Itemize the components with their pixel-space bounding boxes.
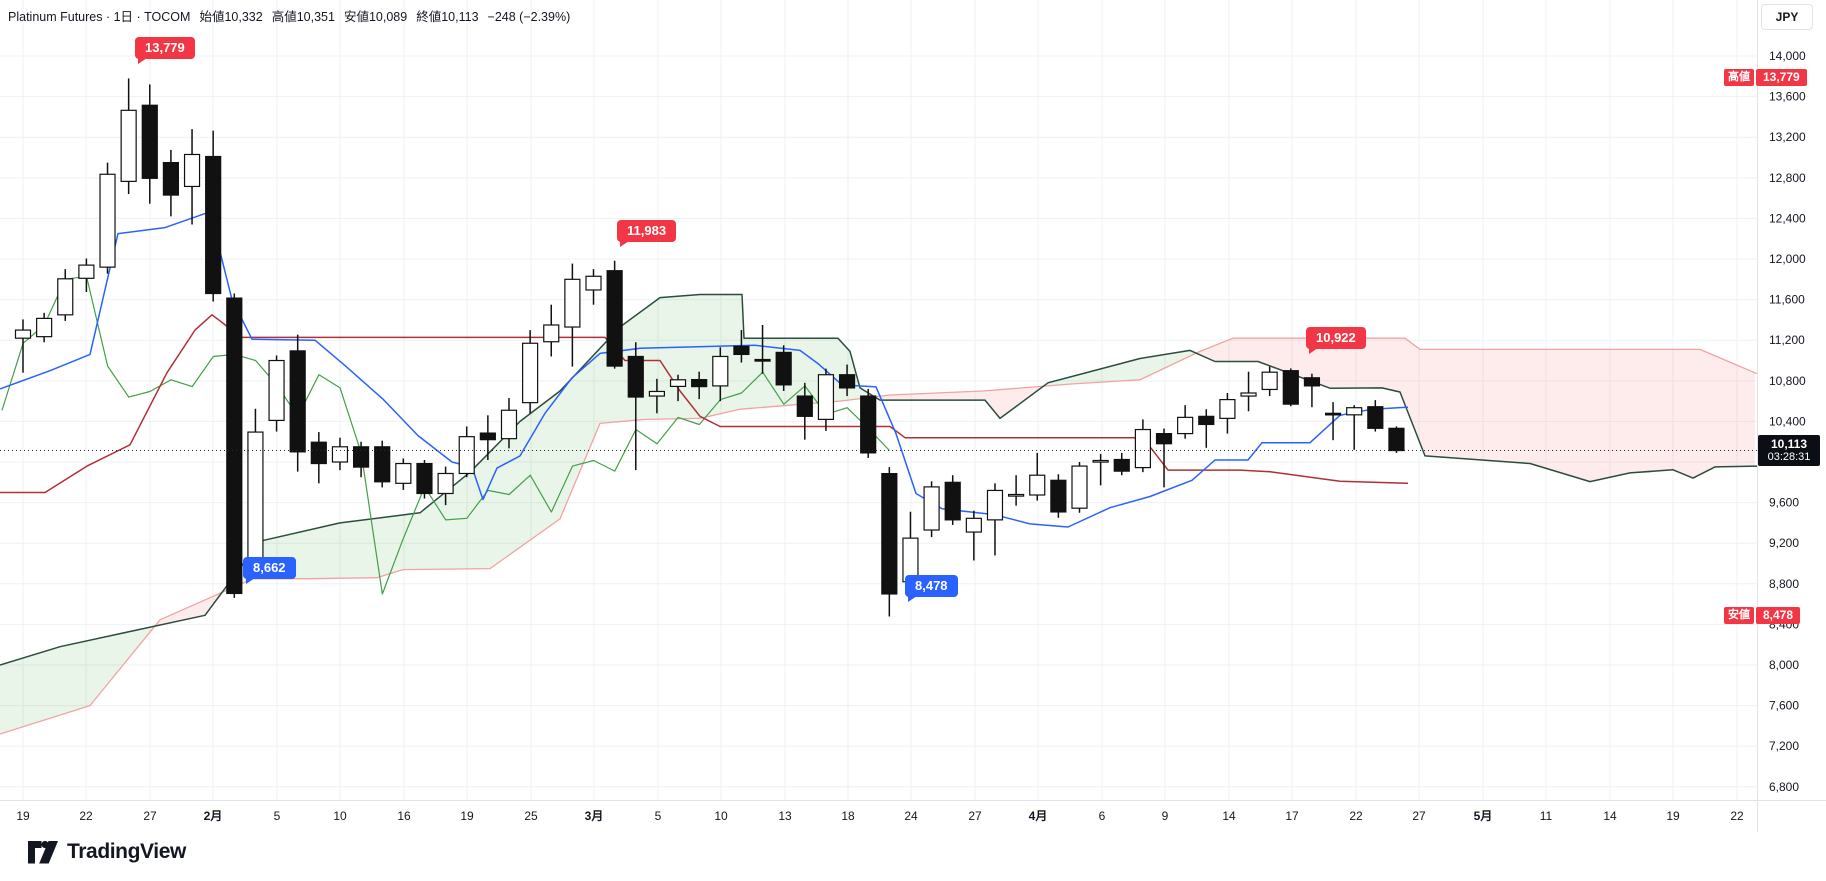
svg-text:22: 22 bbox=[1730, 809, 1744, 823]
tradingview-watermark[interactable]: TradingView bbox=[28, 840, 186, 864]
time-axis[interactable]: 19 22 27 2月 5 10 16 19 25 3月 5 10 13 18 24 27 4月 6 9 14 17 22… bbox=[16, 809, 1744, 823]
svg-text:5: 5 bbox=[655, 809, 662, 823]
svg-text:19: 19 bbox=[1666, 809, 1680, 823]
ohlc-low: 安値10,089 bbox=[343, 10, 408, 24]
svg-text:16: 16 bbox=[397, 809, 411, 823]
price-callout-mar-high: 11,983 bbox=[617, 219, 677, 247]
svg-text:9,200: 9,200 bbox=[1769, 536, 1799, 550]
svg-text:4月: 4月 bbox=[1029, 809, 1048, 823]
svg-text:14,000: 14,000 bbox=[1769, 49, 1806, 63]
svg-text:10,800: 10,800 bbox=[1769, 374, 1806, 388]
svg-text:10: 10 bbox=[714, 809, 728, 823]
price-axis[interactable]: 14,000 13,600 13,200 12,800 12,400 12,000 11,6… bbox=[1769, 49, 1806, 794]
high-value: 13,779 bbox=[1756, 69, 1807, 87]
symbol-title[interactable]: Platinum Futures · 1日 · TOCOM bbox=[8, 10, 191, 24]
chart-canvas[interactable]: 14,000 13,600 13,200 12,800 12,400 12,000 11,6… bbox=[0, 0, 1826, 832]
symbol-legend: Platinum Futures · 1日 · TOCOM 始値10,332 高値1… bbox=[8, 6, 570, 25]
svg-text:8,000: 8,000 bbox=[1769, 658, 1799, 672]
svg-text:22: 22 bbox=[1349, 809, 1363, 823]
svg-text:13,600: 13,600 bbox=[1769, 90, 1806, 104]
ohlc-close: 終値10,113 bbox=[416, 10, 479, 24]
svg-text:12,800: 12,800 bbox=[1769, 171, 1806, 185]
svg-text:10: 10 bbox=[333, 809, 347, 823]
price-callout-jan-high: 13,779 bbox=[135, 37, 195, 65]
svg-text:7,200: 7,200 bbox=[1769, 739, 1799, 753]
svg-text:27: 27 bbox=[1412, 809, 1426, 823]
svg-text:2月: 2月 bbox=[204, 809, 223, 823]
low-value: 8,478 bbox=[1756, 607, 1801, 625]
svg-text:8,800: 8,800 bbox=[1769, 577, 1799, 591]
svg-text:24: 24 bbox=[904, 809, 918, 823]
svg-text:6,800: 6,800 bbox=[1769, 780, 1799, 794]
svg-text:11: 11 bbox=[1540, 809, 1553, 823]
high-tag: 高値 bbox=[1724, 69, 1754, 87]
svg-text:17: 17 bbox=[1285, 809, 1299, 823]
axis-low-marker: 安値 8,478 bbox=[1724, 607, 1801, 625]
svg-text:22: 22 bbox=[79, 809, 93, 823]
svg-text:13,200: 13,200 bbox=[1769, 130, 1806, 144]
svg-text:27: 27 bbox=[968, 809, 982, 823]
low-tag: 安値 bbox=[1724, 607, 1754, 625]
svg-text:6: 6 bbox=[1099, 809, 1106, 823]
svg-text:25: 25 bbox=[524, 809, 538, 823]
svg-text:18: 18 bbox=[841, 809, 855, 823]
price-callout-feb-low: 8,662 bbox=[243, 556, 296, 584]
brand-text: TradingView bbox=[67, 840, 186, 863]
svg-text:13: 13 bbox=[778, 809, 792, 823]
svg-text:5月: 5月 bbox=[1474, 809, 1493, 823]
ohlc-high: 高値10,351 bbox=[271, 10, 335, 24]
axis-high-marker: 高値 13,779 bbox=[1724, 69, 1807, 87]
svg-text:10,400: 10,400 bbox=[1769, 414, 1806, 428]
svg-text:3月: 3月 bbox=[585, 809, 604, 823]
svg-text:9: 9 bbox=[1162, 809, 1169, 823]
price-callout-mar-low: 8,478 bbox=[905, 575, 958, 603]
svg-text:12,400: 12,400 bbox=[1769, 211, 1806, 225]
svg-text:14: 14 bbox=[1222, 809, 1236, 823]
svg-text:19: 19 bbox=[16, 809, 30, 823]
ohlc-open: 始値10,332 bbox=[199, 10, 263, 24]
svg-text:7,600: 7,600 bbox=[1769, 699, 1799, 713]
tradingview-logo-icon bbox=[28, 840, 58, 863]
currency-toggle-button[interactable]: JPY bbox=[1761, 4, 1813, 30]
svg-text:11,200: 11,200 bbox=[1769, 333, 1805, 347]
candles bbox=[14, 78, 1405, 617]
svg-text:14: 14 bbox=[1603, 809, 1617, 823]
svg-text:27: 27 bbox=[143, 809, 157, 823]
price-callout-apr-high: 10,922 bbox=[1306, 327, 1366, 355]
svg-text:19: 19 bbox=[460, 809, 474, 823]
current-price-label: 10,113 03:28:31 bbox=[1758, 434, 1820, 466]
current-time: 03:28:31 bbox=[1767, 450, 1811, 463]
svg-text:9,600: 9,600 bbox=[1769, 496, 1799, 510]
current-price: 10,113 bbox=[1770, 436, 1808, 451]
svg-text:11,600: 11,600 bbox=[1769, 293, 1805, 307]
svg-text:12,000: 12,000 bbox=[1769, 252, 1806, 266]
change-value: −248 (−2.39%) bbox=[487, 10, 571, 24]
svg-text:5: 5 bbox=[274, 809, 281, 823]
indicator-lines bbox=[0, 211, 1758, 735]
